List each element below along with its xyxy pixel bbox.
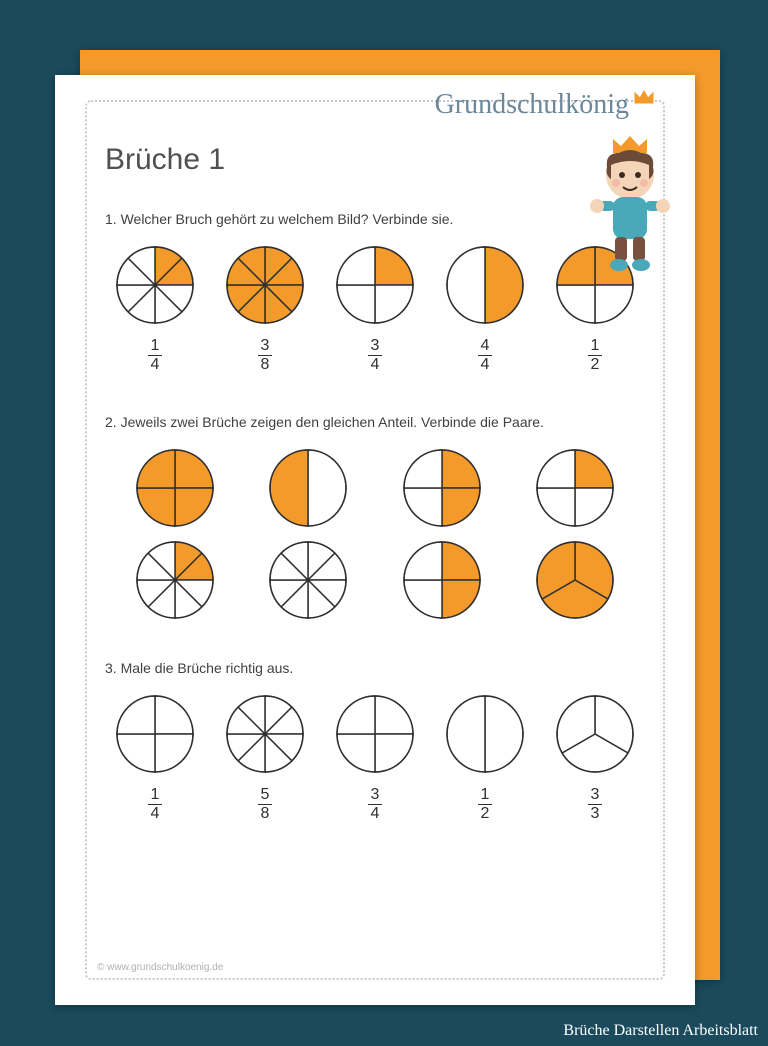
numerator: 3 xyxy=(588,786,603,805)
denominator: 8 xyxy=(258,356,273,374)
task3-prompt: 3. Male die Brüche richtig aus. xyxy=(105,660,645,676)
denominator: 8 xyxy=(258,805,273,823)
denominator: 4 xyxy=(148,805,163,823)
pie-wrapper xyxy=(402,540,482,620)
brand-text: Grundschulkönig xyxy=(435,89,629,120)
pie-wrapper xyxy=(535,540,615,620)
pie-wrapper xyxy=(335,245,415,325)
pie-wrapper xyxy=(445,245,525,325)
task3-pies xyxy=(105,694,645,774)
fraction: 34 xyxy=(335,337,415,374)
pie-chart xyxy=(135,448,215,528)
pie-chart xyxy=(115,245,195,325)
pie-wrapper xyxy=(535,448,615,528)
task2-prompt: 2. Jeweils zwei Brüche zeigen den gleich… xyxy=(105,414,645,430)
numerator: 1 xyxy=(588,337,603,356)
denominator: 4 xyxy=(368,805,383,823)
pie-chart xyxy=(535,540,615,620)
pie-chart xyxy=(225,694,305,774)
pie-chart xyxy=(445,694,525,774)
pie-chart xyxy=(535,448,615,528)
worksheet-title: Brüche 1 xyxy=(105,143,645,177)
denominator: 2 xyxy=(478,805,493,823)
denominator: 4 xyxy=(368,356,383,374)
numerator: 4 xyxy=(478,337,493,356)
pie-chart xyxy=(335,694,415,774)
worksheet-page: Grundschulkönig Brüc xyxy=(55,75,695,1005)
copyright-footer: © www.grundschulkoenig.de xyxy=(97,962,223,973)
task2-pies-row1 xyxy=(105,448,645,528)
pie-chart xyxy=(555,694,635,774)
pie-chart xyxy=(225,245,305,325)
fraction: 14 xyxy=(115,337,195,374)
pie-wrapper xyxy=(268,448,348,528)
fraction: 12 xyxy=(445,786,525,823)
brand-logo: Grundschulkönig xyxy=(435,89,655,121)
pie-chart xyxy=(402,540,482,620)
pie-wrapper xyxy=(225,245,305,325)
numerator: 1 xyxy=(148,786,163,805)
task3-fractions: 1458341233 xyxy=(105,786,645,823)
fraction: 58 xyxy=(225,786,305,823)
pie-chart xyxy=(268,448,348,528)
pie-wrapper xyxy=(225,694,305,774)
pie-chart xyxy=(135,540,215,620)
denominator: 4 xyxy=(478,356,493,374)
pie-wrapper xyxy=(135,540,215,620)
pie-wrapper xyxy=(135,448,215,528)
pie-wrapper xyxy=(115,245,195,325)
task1-prompt: 1. Welcher Bruch gehört zu welchem Bild?… xyxy=(105,211,645,227)
pie-chart xyxy=(115,694,195,774)
pie-chart xyxy=(445,245,525,325)
pie-wrapper xyxy=(268,540,348,620)
fraction: 44 xyxy=(445,337,525,374)
pie-wrapper xyxy=(335,694,415,774)
crown-icon xyxy=(633,83,655,115)
denominator: 3 xyxy=(588,805,603,823)
numerator: 3 xyxy=(368,786,383,805)
pie-chart xyxy=(402,448,482,528)
numerator: 1 xyxy=(478,786,493,805)
pie-wrapper xyxy=(115,694,195,774)
denominator: 2 xyxy=(588,356,603,374)
task2-pies-row2 xyxy=(105,540,645,620)
fraction: 38 xyxy=(225,337,305,374)
pie-chart xyxy=(335,245,415,325)
task1-fractions: 1438344412 xyxy=(105,337,645,374)
numerator: 5 xyxy=(258,786,273,805)
numerator: 3 xyxy=(258,337,273,356)
denominator: 4 xyxy=(148,356,163,374)
pie-wrapper xyxy=(402,448,482,528)
pie-chart xyxy=(268,540,348,620)
pie-wrapper xyxy=(445,694,525,774)
fraction: 34 xyxy=(335,786,415,823)
fraction: 14 xyxy=(115,786,195,823)
numerator: 3 xyxy=(368,337,383,356)
pie-wrapper xyxy=(555,694,635,774)
fraction: 33 xyxy=(555,786,635,823)
fraction: 12 xyxy=(555,337,635,374)
task1-pies xyxy=(105,245,645,325)
mascot-illustration xyxy=(585,135,675,280)
numerator: 1 xyxy=(148,337,163,356)
image-caption: Brüche Darstellen Arbeitsblatt xyxy=(563,1022,758,1040)
